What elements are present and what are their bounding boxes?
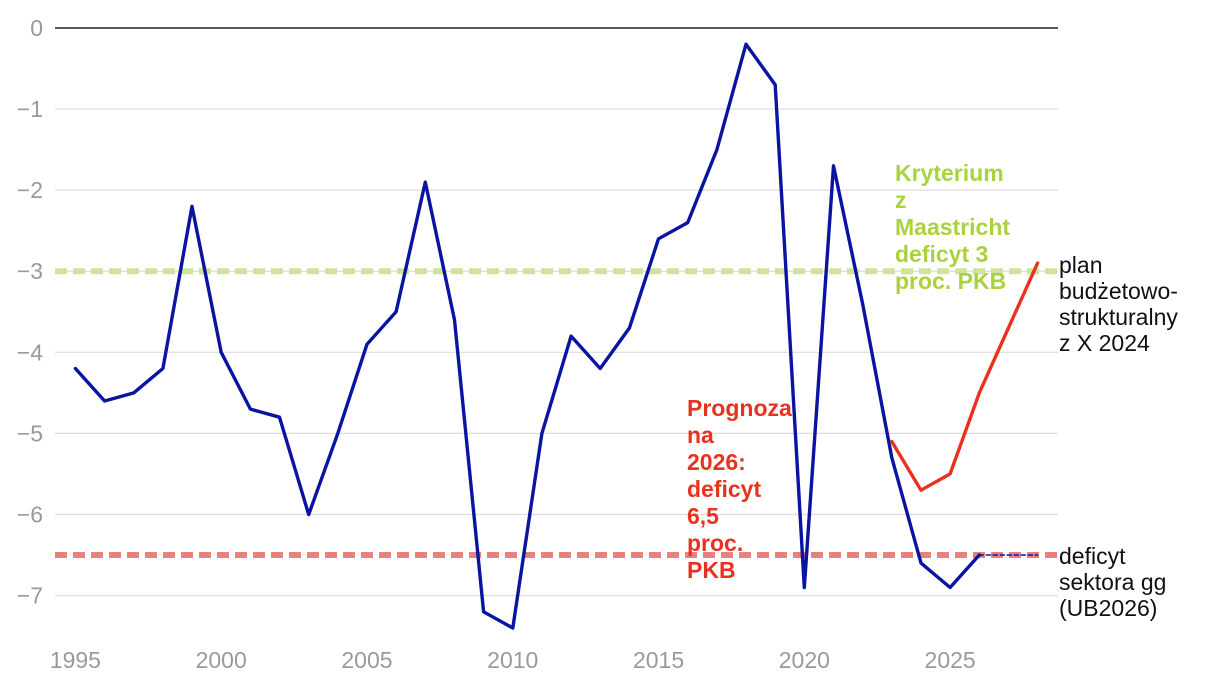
x-axis: 1995 2000 2005 2010 2015 2020 2025 bbox=[50, 647, 976, 673]
plan-series-label: plan budżetowo- strukturalny z X 2024 bbox=[1059, 252, 1178, 356]
series-line bbox=[73, 42, 981, 630]
y-tick-label: −7 bbox=[17, 583, 43, 609]
y-tick-label: −4 bbox=[17, 339, 43, 365]
y-tick-label: 0 bbox=[30, 15, 43, 41]
maastricht-criterion-annotation: Kryterium z Maastricht deficyt 3 proc. P… bbox=[895, 160, 1011, 294]
x-tick-label: 2015 bbox=[633, 647, 684, 673]
x-tick-label: 2000 bbox=[196, 647, 247, 673]
forecast-2026-annotation: Prognoza na 2026: deficyt 6,5 proc. PKB bbox=[687, 395, 792, 583]
x-tick-label: 2010 bbox=[487, 647, 538, 673]
x-tick-label: 2025 bbox=[925, 647, 976, 673]
series-line bbox=[890, 261, 1040, 492]
y-tick-label: −1 bbox=[17, 96, 43, 122]
y-tick-label: −2 bbox=[17, 177, 43, 203]
y-tick-label: −6 bbox=[17, 501, 43, 527]
y-tick-label: −5 bbox=[17, 420, 43, 446]
y-tick-label: −3 bbox=[17, 258, 43, 284]
x-tick-label: 2020 bbox=[779, 647, 830, 673]
gg-deficit-series-label: deficyt sektora gg (UB2026) bbox=[1059, 543, 1167, 621]
x-tick-label: 1995 bbox=[50, 647, 101, 673]
x-tick-label: 2005 bbox=[341, 647, 392, 673]
reference-lines bbox=[55, 268, 1058, 559]
y-axis: 0 −1 −2 −3 −4 −5 −6 −7 bbox=[17, 15, 43, 609]
series-lines bbox=[73, 42, 1040, 630]
